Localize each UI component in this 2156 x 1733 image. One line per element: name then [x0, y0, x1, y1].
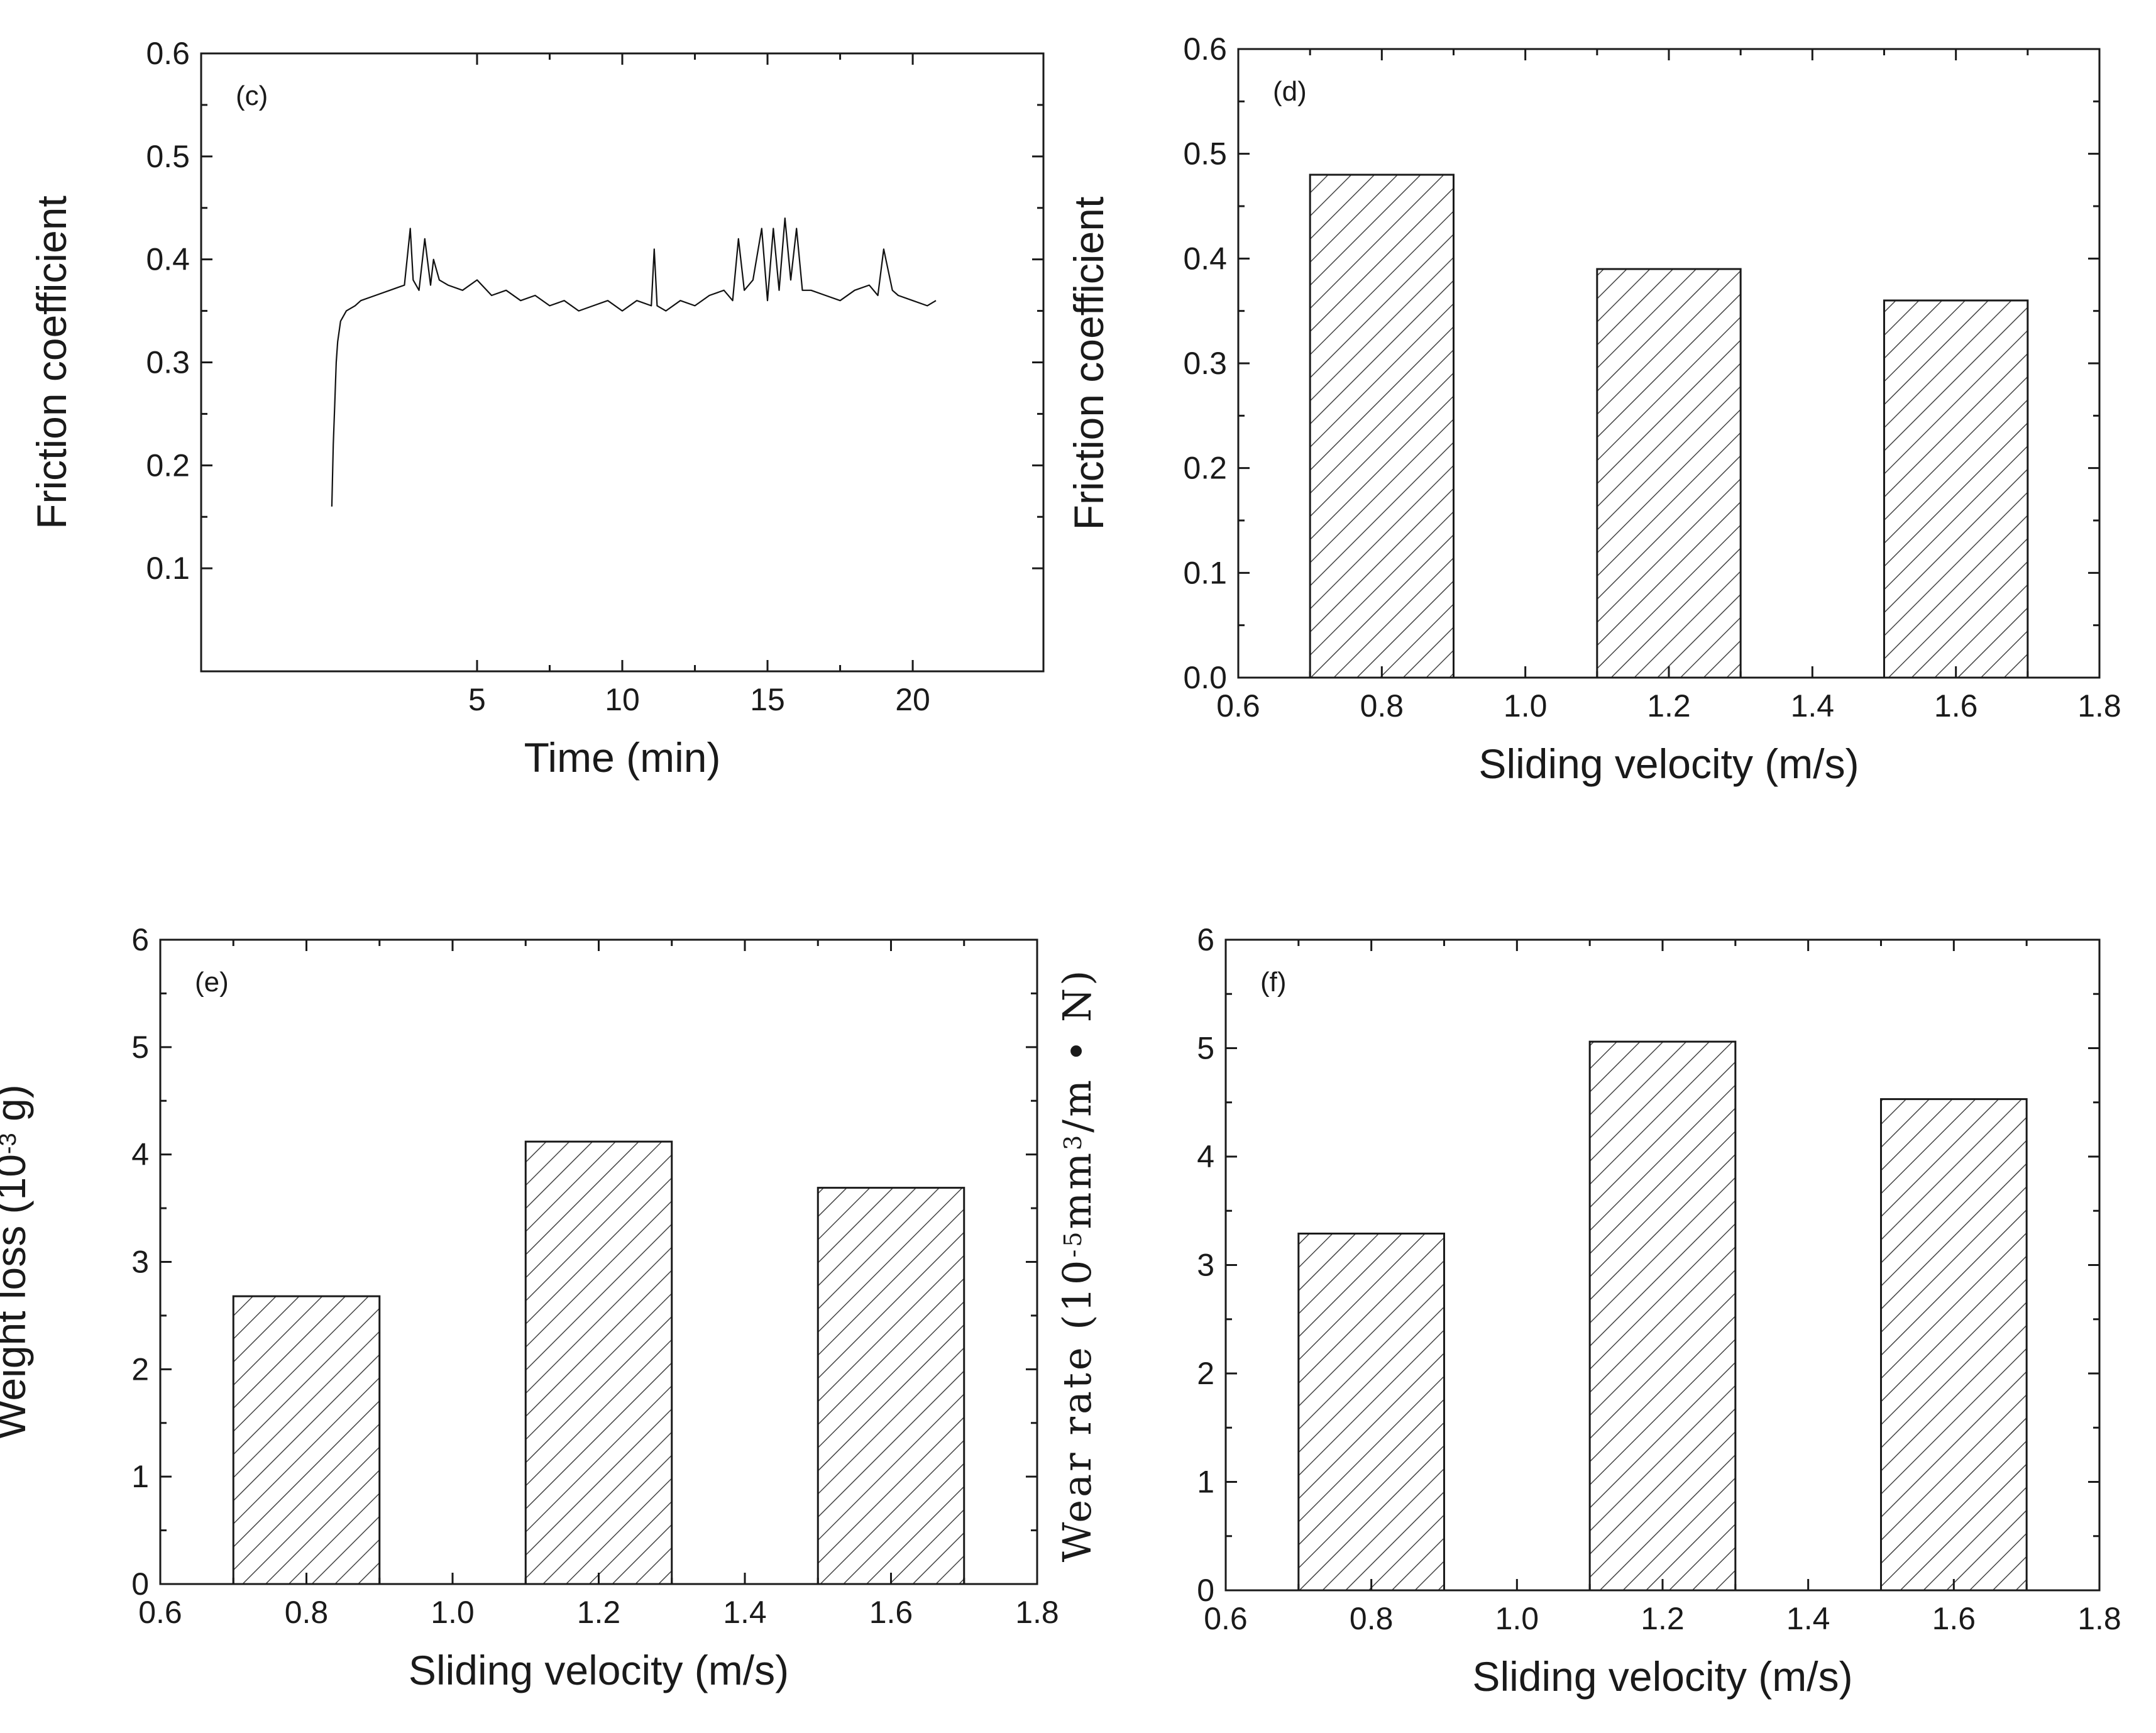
x-tick-label: 10 [605, 682, 640, 717]
y-tick-label: 0.3 [1183, 346, 1227, 381]
y-tick-label: 0.6 [1183, 31, 1227, 67]
plot-frame [200, 52, 1045, 673]
bar-d-0 [1309, 173, 1455, 679]
x-tick-label: 1.8 [2077, 1601, 2121, 1636]
y-tick-label: 1 [1197, 1465, 1214, 1500]
y-axis-label-part: g) [0, 1084, 34, 1133]
x-tick-label: 1.2 [1647, 688, 1691, 723]
y-tick-label: 0.6 [146, 36, 190, 71]
bar-f-0 [1297, 1232, 1445, 1592]
x-tick-label: 0.8 [285, 1595, 329, 1630]
y-tick-label: 5 [131, 1030, 149, 1065]
x-tick-label: 1.8 [1015, 1595, 1059, 1630]
y-tick-label: 3 [1197, 1248, 1214, 1283]
x-tick-label: 0.8 [1360, 688, 1404, 723]
y-axis-label-part: mm [1054, 1150, 1100, 1230]
x-tick-label: 1.6 [1932, 1601, 1976, 1636]
panel-label-d: (d) [1273, 76, 1307, 107]
y-tick-label: 0.5 [146, 139, 190, 174]
x-tick-label: 0.6 [138, 1595, 182, 1630]
x-tick-label: 0.6 [1204, 1601, 1248, 1636]
panel-label-c: (c) [236, 80, 268, 111]
chart-panel-e: 0 1 2 3 4 5 6 0.6 0.8 1.0 1.2 1.4 1.6 1.8 (e) Sliding v… [0, 922, 1059, 1693]
x-tick-label: 0.8 [1350, 1601, 1394, 1636]
y-tick-label: 0.1 [1183, 555, 1227, 590]
x-tick-label: 1.6 [869, 1595, 913, 1630]
y-axis-label-superscript: -5 [1059, 1230, 1087, 1258]
bar-f-2 [1880, 1098, 2028, 1592]
x-axis-label: Sliding velocity (m/s) [1472, 1653, 1852, 1700]
y-tick-label: 0.4 [1183, 241, 1227, 276]
y-tick-label: 1 [131, 1459, 149, 1494]
x-tick-label: 1.0 [431, 1595, 475, 1630]
y-tick-label: 5 [1197, 1031, 1214, 1066]
x-tick-label: 1.0 [1504, 688, 1548, 723]
x-tick-label: 0.6 [1216, 688, 1260, 723]
x-tick-label: 20 [895, 682, 930, 717]
chart-panel-d: 0.0 0.1 0.2 0.3 0.4 0.5 0.6 0.6 0.8 1.0 1.2 1.4 1.6 1… [1065, 31, 2121, 787]
bar-e-1 [524, 1140, 673, 1585]
y-tick-label: 0.1 [146, 551, 190, 586]
x-tick-label: 1.2 [1641, 1601, 1685, 1636]
panel-label-e: (e) [195, 967, 229, 998]
x-tick-label: 1.2 [577, 1595, 621, 1630]
y-tick-label: 0.2 [146, 448, 190, 483]
x-axis-label: Sliding velocity (m/s) [409, 1647, 789, 1693]
bar-e-0 [232, 1295, 381, 1585]
y-tick-label: 0.5 [1183, 136, 1227, 172]
chart-panel-c: 0.1 0.2 0.3 0.4 0.5 0.6 5 10 15 20 (c) Time (min) Fr… [28, 36, 1045, 781]
x-tick-label: 1.4 [723, 1595, 767, 1630]
x-axis-label: Sliding velocity (m/s) [1478, 740, 1859, 787]
y-tick-label: 0 [1197, 1573, 1214, 1608]
x-tick-label: 1.6 [1934, 688, 1978, 723]
x-tick-label: 1.4 [1791, 688, 1835, 723]
bar-d-1 [1596, 268, 1742, 679]
y-tick-label: 4 [1197, 1139, 1214, 1174]
y-axis-label: Friction coefficient [1065, 197, 1112, 531]
y-tick-label: 3 [131, 1245, 149, 1280]
y-tick-label: 0.0 [1183, 660, 1227, 695]
panel-label-f: (f) [1260, 967, 1287, 998]
bar-e-2 [817, 1187, 965, 1585]
y-axis-label-part: Friction coefficient [28, 195, 75, 529]
y-axis-label: Weight loss (10-3 g) [0, 1084, 34, 1439]
series-line-friction [331, 217, 937, 507]
y-tick-label: 6 [131, 922, 149, 957]
y-tick-label: 0 [131, 1566, 149, 1602]
y-tick-label: 6 [1197, 922, 1214, 957]
y-tick-label: 4 [131, 1137, 149, 1172]
y-axis-label-part: Weight loss (10 [0, 1154, 34, 1439]
x-tick-label: 5 [468, 682, 486, 717]
bar-f-1 [1588, 1040, 1737, 1592]
x-tick-label: 1.4 [1786, 1601, 1830, 1636]
y-tick-label: 0.3 [146, 345, 190, 380]
y-axis-label-superscript: 3 [1059, 1133, 1087, 1150]
chart-panel-f: 0 1 2 3 4 5 6 0.6 0.8 1.0 1.2 1.4 1.6 1.8 (f) Sliding v… [1054, 922, 2121, 1700]
y-tick-label: 2 [1197, 1356, 1214, 1391]
y-axis-label: Friction coefficient [28, 195, 75, 529]
x-tick-label: 15 [750, 682, 785, 717]
y-axis-label-part: Wear rate (10 [1054, 1258, 1100, 1563]
x-axis-label: Time (min) [524, 734, 721, 781]
y-axis-label-superscript: -3 [0, 1133, 21, 1154]
y-axis-label: Wear rate (10-5mm3/m • N) [1054, 968, 1100, 1563]
y-axis-label-part: /m • N) [1054, 968, 1100, 1133]
x-tick-label: 1.0 [1495, 1601, 1539, 1636]
y-tick-label: 2 [131, 1351, 149, 1387]
y-tick-label: 0.2 [1183, 451, 1227, 486]
x-tick-label: 1.8 [2077, 688, 2121, 723]
y-tick-label: 0.4 [146, 242, 190, 277]
bar-d-2 [1883, 299, 2029, 679]
y-axis-label-part: Friction coefficient [1065, 197, 1112, 531]
